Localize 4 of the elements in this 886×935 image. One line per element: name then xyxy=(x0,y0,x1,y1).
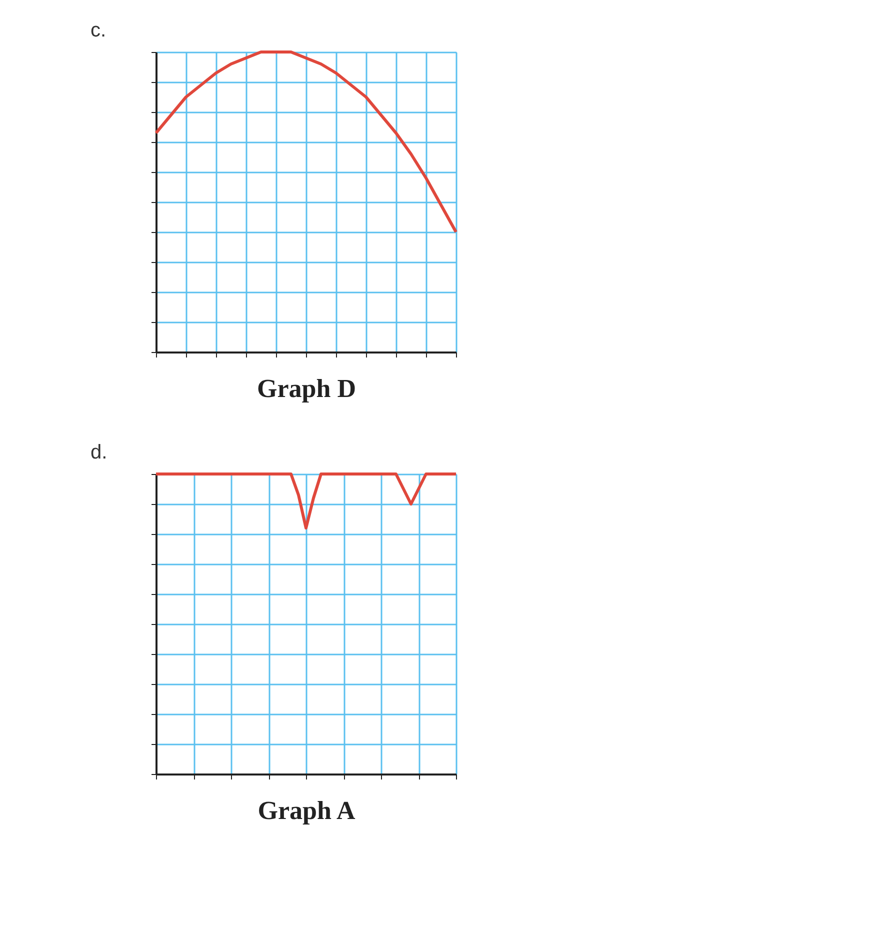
x-axis-title: Graph D xyxy=(257,374,356,403)
x-axis-title: Graph A xyxy=(258,796,356,825)
chart-title: c. xyxy=(90,20,106,42)
chart-title: d. xyxy=(90,442,108,464)
